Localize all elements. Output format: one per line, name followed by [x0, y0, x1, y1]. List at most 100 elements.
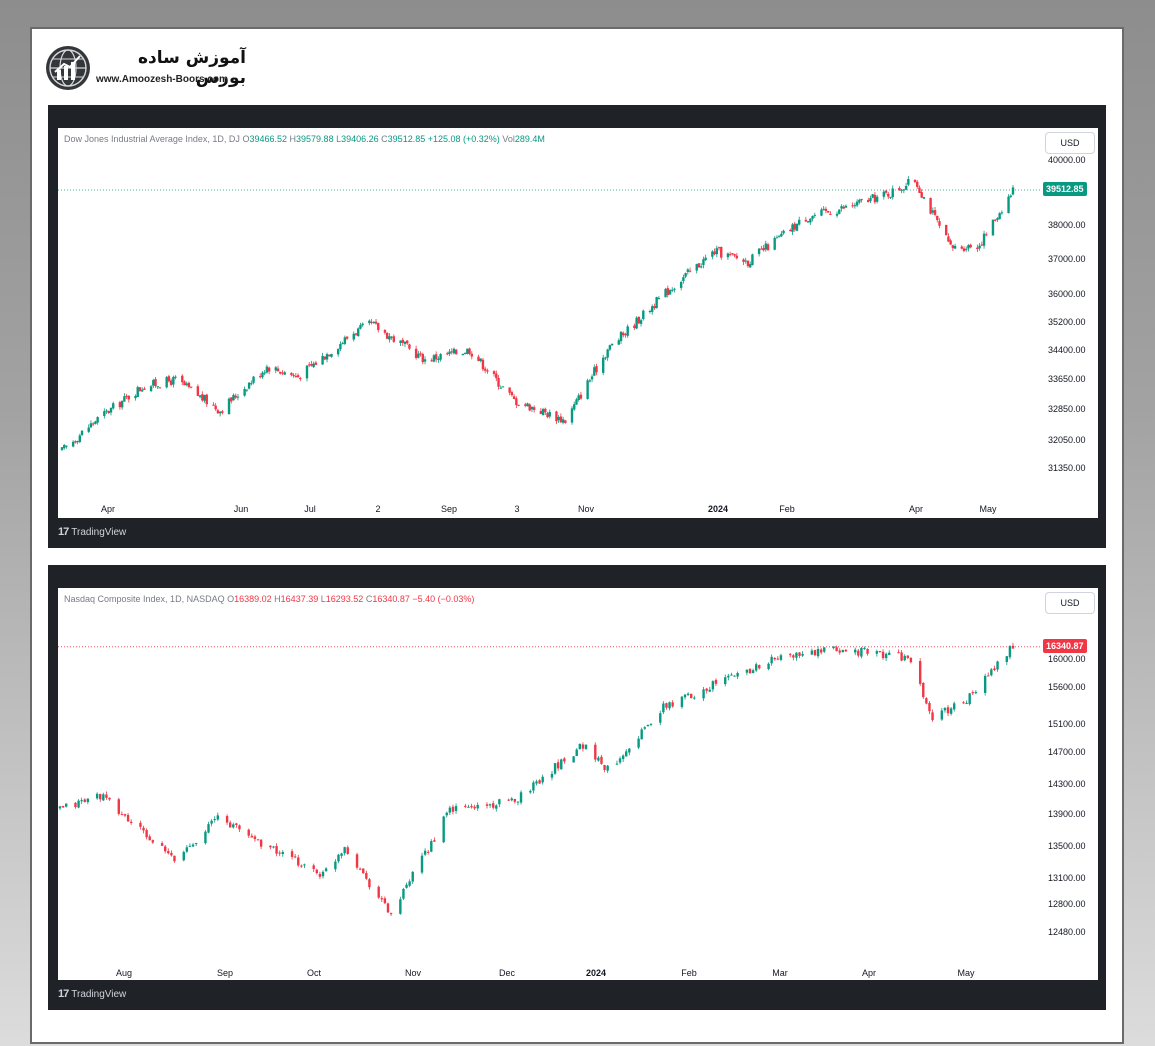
candle	[559, 413, 563, 424]
candle	[806, 220, 810, 223]
candle	[916, 180, 919, 189]
candle	[610, 343, 614, 346]
candle	[635, 316, 638, 330]
candle	[281, 370, 284, 376]
candle	[492, 370, 496, 377]
candle	[544, 407, 547, 416]
candle	[275, 843, 278, 857]
candle	[294, 373, 298, 378]
candle	[538, 779, 541, 784]
candle	[430, 358, 433, 362]
legend-close: 16340.87	[372, 594, 410, 604]
candle	[357, 327, 360, 337]
candle	[668, 288, 672, 295]
candle	[922, 197, 926, 200]
candle	[343, 846, 346, 856]
y-axis-tick-label: 34400.00	[1048, 345, 1086, 355]
legend-symbol: Dow Jones Industrial Average Index, 1D, …	[64, 134, 240, 144]
dow-jones-plot-area[interactable]: Dow Jones Industrial Average Index, 1D, …	[58, 128, 1098, 518]
candle	[626, 324, 629, 338]
candle	[866, 648, 869, 656]
candle	[976, 244, 979, 253]
candle	[185, 381, 188, 387]
y-axis-tick-label: 31350.00	[1048, 463, 1086, 473]
candle	[139, 820, 142, 830]
candle	[383, 329, 387, 335]
candle	[102, 792, 105, 802]
candle	[813, 649, 817, 657]
candle	[983, 673, 987, 696]
y-axis-tick-label: 15600.00	[1048, 682, 1086, 692]
candle	[228, 820, 232, 828]
candle	[346, 845, 349, 855]
legend-open: 16389.02	[234, 594, 272, 604]
candle	[884, 652, 888, 661]
candle	[181, 374, 184, 386]
candle	[362, 868, 365, 874]
candle	[470, 351, 473, 360]
candle	[432, 354, 436, 363]
legend-volume: 289.4M	[514, 134, 545, 144]
x-axis-tick-label: May	[957, 968, 975, 978]
candle	[94, 420, 97, 425]
y-axis-tick-label: 13500.00	[1048, 841, 1086, 851]
candle	[686, 692, 690, 696]
candle	[773, 657, 776, 661]
candle	[452, 347, 456, 355]
candle	[779, 653, 783, 662]
candle	[875, 649, 879, 657]
candle	[907, 176, 910, 187]
candle	[427, 849, 430, 855]
candle	[160, 841, 164, 847]
currency-button[interactable]: USD	[1045, 132, 1095, 154]
candle	[965, 246, 968, 252]
legend-low: 16293.52	[325, 594, 364, 604]
candle	[838, 648, 841, 655]
candle	[666, 285, 669, 298]
candle	[77, 799, 80, 809]
candle	[858, 198, 861, 205]
candle	[446, 351, 449, 356]
candle	[844, 204, 848, 208]
candle	[359, 322, 362, 330]
candle	[167, 848, 170, 855]
tradingview-label: TradingView	[71, 527, 127, 538]
candle	[442, 815, 445, 844]
candle	[697, 263, 701, 268]
candle	[557, 415, 560, 424]
candle	[96, 416, 99, 425]
candle	[95, 792, 99, 800]
x-axis-tick-label: Sep	[216, 968, 234, 978]
nasdaq-plot-area[interactable]: Nasdaq Composite Index, 1D, NASDAQ O1638…	[58, 588, 1098, 980]
candle	[1011, 185, 1015, 196]
y-axis-tick-label: 40000.00	[1048, 155, 1086, 165]
candle	[584, 744, 588, 750]
candle	[974, 690, 978, 695]
candle	[118, 400, 122, 410]
candle	[529, 789, 532, 794]
candle	[143, 386, 146, 391]
candle	[628, 748, 631, 756]
candle	[386, 902, 390, 914]
candle	[403, 341, 407, 347]
candle	[643, 726, 646, 731]
x-axis-tick-label: Oct	[306, 968, 322, 978]
candle	[887, 191, 890, 200]
candle	[216, 408, 220, 414]
candle	[726, 252, 730, 260]
candle	[107, 410, 110, 415]
candle	[201, 391, 204, 402]
candle	[370, 318, 373, 325]
candle	[385, 331, 389, 339]
candle	[292, 373, 295, 378]
candle	[140, 387, 144, 392]
candle	[516, 801, 520, 806]
candle	[550, 771, 554, 781]
candle	[918, 658, 922, 687]
currency-button[interactable]: USD	[1045, 592, 1095, 614]
y-axis-tick-label: 32850.00	[1048, 404, 1086, 414]
candle	[704, 254, 707, 262]
candle	[990, 667, 993, 677]
candle	[733, 675, 736, 677]
candle	[71, 440, 75, 448]
